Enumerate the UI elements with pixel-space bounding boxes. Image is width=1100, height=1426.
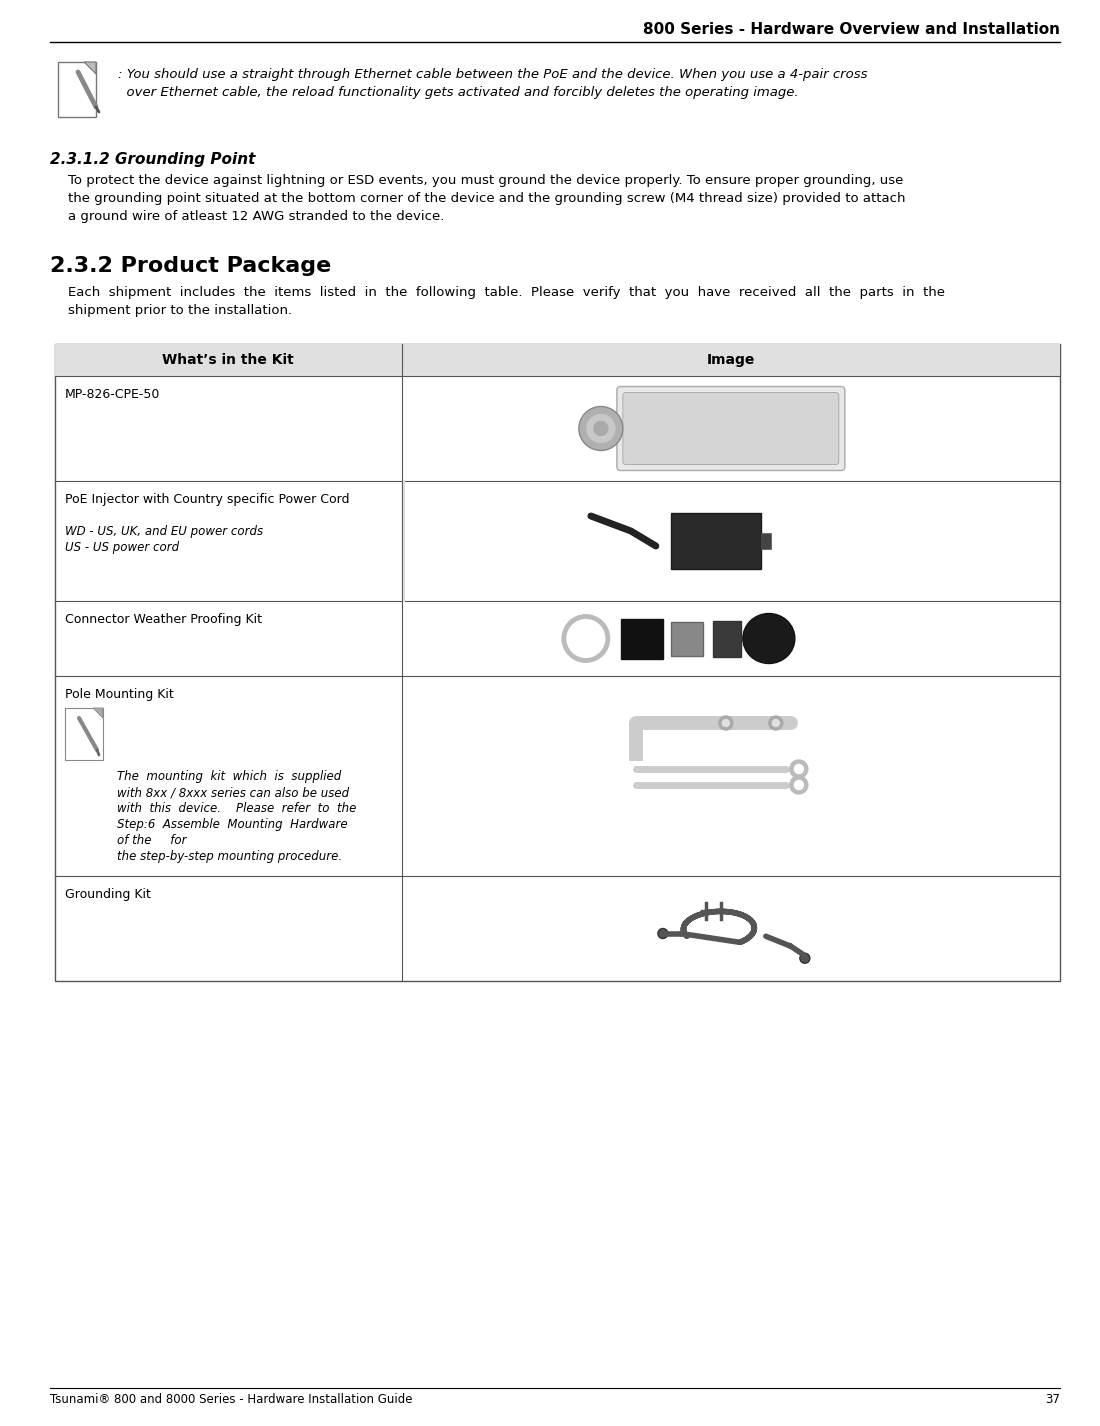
Text: What’s in the Kit: What’s in the Kit [163, 354, 294, 366]
Text: The  mounting  kit  which  is  supplied: The mounting kit which is supplied [117, 770, 341, 783]
Text: US - US power cord: US - US power cord [65, 540, 179, 553]
Text: with  this  device.    Please  refer  to  the: with this device. Please refer to the [117, 801, 356, 816]
Text: Step:6  Assemble  Mounting  Hardware: Step:6 Assemble Mounting Hardware [117, 819, 348, 831]
FancyBboxPatch shape [617, 386, 845, 471]
Circle shape [571, 623, 601, 653]
Bar [55, 344, 1060, 376]
Circle shape [772, 720, 780, 726]
Text: WD - US, UK, and EU power cords: WD - US, UK, and EU power cords [65, 525, 263, 538]
Text: Tsunami® 800 and 8000 Series - Hardware Installation Guide: Tsunami® 800 and 8000 Series - Hardware … [50, 1393, 412, 1406]
Polygon shape [84, 61, 96, 74]
Text: 2.3.2 Product Package: 2.3.2 Product Package [50, 257, 331, 277]
Text: Image: Image [706, 354, 755, 366]
Bar [620, 619, 663, 659]
Text: 2.3.1.2 Grounding Point: 2.3.1.2 Grounding Point [50, 153, 255, 167]
Text: 800 Series - Hardware Overview and Installation: 800 Series - Hardware Overview and Insta… [644, 21, 1060, 37]
Circle shape [658, 928, 668, 938]
Text: the step-by-step mounting procedure.: the step-by-step mounting procedure. [117, 850, 342, 863]
Bar [65, 707, 103, 760]
FancyBboxPatch shape [623, 392, 839, 465]
Text: of the     for: of the for [117, 834, 187, 847]
Text: shipment prior to the installation.: shipment prior to the installation. [68, 304, 293, 317]
Circle shape [579, 406, 623, 451]
Text: a ground wire of atleast 12 AWG stranded to the device.: a ground wire of atleast 12 AWG stranded… [68, 210, 444, 222]
Circle shape [719, 716, 733, 730]
Text: To protect the device against lightning or ESD events, you must ground the devic: To protect the device against lightning … [68, 174, 903, 187]
Bar [58, 61, 96, 117]
Circle shape [794, 764, 803, 773]
Text: with 8xx / 8xxx series can also be used: with 8xx / 8xxx series can also be used [117, 786, 349, 799]
Text: MP-826-CPE-50: MP-826-CPE-50 [65, 388, 161, 401]
Circle shape [794, 780, 803, 790]
Bar [55, 344, 1060, 981]
Text: 37: 37 [1045, 1393, 1060, 1406]
Text: the grounding point situated at the bottom corner of the device and the groundin: the grounding point situated at the bott… [68, 193, 905, 205]
Circle shape [800, 953, 810, 964]
Text: Each  shipment  includes  the  items  listed  in  the  following  table.  Please: Each shipment includes the items listed … [68, 287, 945, 299]
Circle shape [723, 720, 729, 726]
Circle shape [790, 760, 807, 779]
Circle shape [594, 422, 608, 435]
Polygon shape [94, 707, 103, 719]
Text: Pole Mounting Kit: Pole Mounting Kit [65, 687, 174, 702]
Text: PoE Injector with Country specific Power Cord: PoE Injector with Country specific Power… [65, 493, 350, 506]
Circle shape [790, 776, 807, 794]
Text: over Ethernet cable, the reload functionality gets activated and forcibly delete: over Ethernet cable, the reload function… [118, 86, 799, 98]
Text: Connector Weather Proofing Kit: Connector Weather Proofing Kit [65, 613, 262, 626]
Text: : You should use a straight through Ethernet cable between the PoE and the devic: : You should use a straight through Ethe… [118, 68, 868, 81]
Bar [713, 620, 741, 656]
Bar [671, 622, 703, 656]
Bar [761, 533, 771, 549]
Ellipse shape [742, 613, 795, 663]
Text: Grounding Kit: Grounding Kit [65, 888, 151, 901]
Circle shape [587, 415, 615, 442]
Circle shape [769, 716, 783, 730]
Bar [671, 513, 761, 569]
